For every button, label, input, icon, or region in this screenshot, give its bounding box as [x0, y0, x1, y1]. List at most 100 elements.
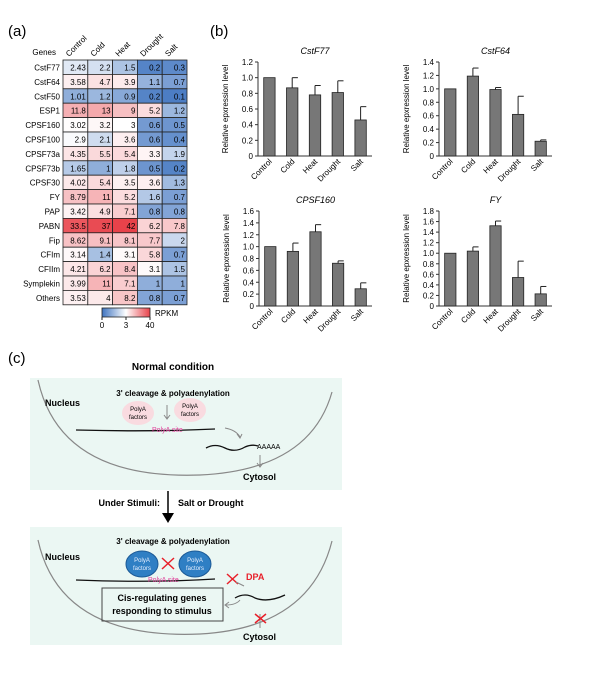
bar [489, 89, 502, 157]
column-label: Cold [89, 40, 107, 58]
y-tick-label: 0.8 [423, 98, 435, 107]
column-label: Drought [138, 31, 165, 58]
cell-value: 8.79 [70, 193, 86, 202]
y-tick-label: 0.8 [423, 260, 435, 269]
cell-value: 1.5 [124, 64, 136, 73]
cell-value: 1.1 [149, 78, 161, 87]
cell-value: 13 [102, 107, 111, 116]
bar-chart-cstf64: CstF64 Relative epxression level 0 0.2 0.4 0.… [402, 46, 552, 184]
y-axis-label: Relative epxression level [222, 214, 231, 303]
colorbar-label: RPKM [155, 309, 178, 318]
x-tick-label: Salt [529, 307, 546, 324]
row-label: CstF77 [34, 64, 60, 73]
normal-title: Normal condition [132, 362, 214, 373]
bar [534, 140, 547, 157]
row-label: CPSF73b [25, 164, 60, 173]
cell-value: 1.8 [124, 164, 136, 173]
cell-value: 4 [106, 294, 111, 303]
cell-value: 8.2 [124, 294, 136, 303]
cell-value: 6.2 [99, 265, 111, 274]
polya-factor [122, 401, 154, 425]
cell-value: 4.21 [70, 265, 86, 274]
bar [444, 88, 457, 157]
y-axis-label: Relative epxression level [221, 65, 230, 154]
cell-value: 5.4 [99, 179, 111, 188]
curved-arrow-icon [224, 427, 243, 439]
cell-value: 3.3 [149, 150, 161, 159]
nucleus-label: Nucleus [45, 552, 80, 562]
cell-value: 0.6 [149, 136, 161, 145]
cell-value: 4.02 [70, 179, 86, 188]
cell-value: 2.1 [99, 136, 111, 145]
cell-value: 5.2 [124, 193, 136, 202]
chart-title: FY [490, 195, 502, 205]
row-label: CPSF100 [25, 136, 60, 145]
y-tick-label: 1.0 [423, 85, 435, 94]
stimuli-transition: Under Stimuli: Salt or Drought [98, 491, 244, 523]
bar [444, 252, 457, 307]
cell-value: 1.4 [99, 251, 111, 260]
polya-site-label: PolyA site [152, 427, 183, 434]
colorbar-tick-label: 0 [100, 321, 105, 330]
bar [309, 231, 322, 307]
y-tick-label: 0.8 [242, 89, 254, 98]
cell-value: 3.6 [149, 179, 161, 188]
cell-value: 3.6 [124, 136, 136, 145]
cell-value: 1.2 [99, 92, 111, 101]
factor-label: PolyA [182, 404, 198, 410]
mrna-line [75, 428, 216, 432]
x-tick-label: Heat [302, 307, 321, 326]
y-tick-label: 0.2 [423, 139, 435, 148]
cell-value: 0.4 [174, 136, 186, 145]
cell-value: 5.8 [149, 251, 161, 260]
colorbar [101, 307, 151, 318]
cell-value: 1.2 [174, 107, 186, 116]
cell-value: 7.7 [149, 236, 161, 245]
cell-value: 0.5 [149, 164, 161, 173]
cell-value: 1.65 [70, 164, 86, 173]
cell-value: 3.1 [124, 251, 136, 260]
cell-value: 3.1 [149, 265, 161, 274]
x-tick-label: Heat [301, 157, 320, 176]
cell-value: 7.1 [124, 208, 136, 217]
cell-value: 5.4 [124, 150, 136, 159]
y-tick-label: 0.2 [242, 136, 254, 145]
cell-value: 4.9 [99, 208, 111, 217]
y-tick-label: 1.4 [423, 228, 435, 237]
cell-value: 3.42 [70, 208, 86, 217]
polya-tail: AAAAA [257, 444, 281, 451]
cell-value: 2 [181, 236, 186, 245]
cell-value: 4.35 [70, 150, 86, 159]
y-tick-label: 1.2 [243, 231, 255, 240]
bar [512, 277, 525, 307]
x-tick-label: Salt [349, 157, 366, 174]
cell-value: 0.9 [124, 92, 136, 101]
bar-chart-fy: FY Relative epxression level 0 0.20.4 0.60.8… [402, 195, 552, 334]
y-tick-label: 0.6 [243, 266, 255, 275]
y-tick-label: 0.4 [423, 125, 435, 134]
y-tick-label: 0.6 [423, 112, 435, 121]
y-tick-label: 0.8 [243, 255, 255, 264]
polya-site-label: PolyA site [148, 577, 179, 584]
bar [512, 113, 525, 157]
cell-value: 8.62 [70, 236, 86, 245]
factor-label: factors [186, 566, 204, 572]
cell-value: 3.14 [70, 251, 86, 260]
bar [534, 293, 547, 307]
cell-value: 8.1 [124, 236, 136, 245]
diagram-normal: Normal condition 3' cleavage & polyadeny… [30, 362, 342, 490]
cell-value: 8.4 [124, 265, 136, 274]
x-tick-label: Cold [279, 157, 297, 175]
y-tick-label: 1.4 [243, 219, 255, 228]
nucleus-label: Nucleus [45, 398, 80, 408]
cell-value: 42 [126, 222, 135, 231]
bar [331, 92, 344, 157]
cell-value: 0.8 [149, 294, 161, 303]
row-label: CstF64 [34, 78, 60, 87]
y-tick-label: 1.6 [423, 218, 435, 227]
cell-value: 0.5 [174, 121, 186, 130]
row-label: CFIm [40, 251, 60, 260]
cell-value: 2.2 [99, 64, 111, 73]
x-tick-label: Heat [482, 307, 501, 326]
